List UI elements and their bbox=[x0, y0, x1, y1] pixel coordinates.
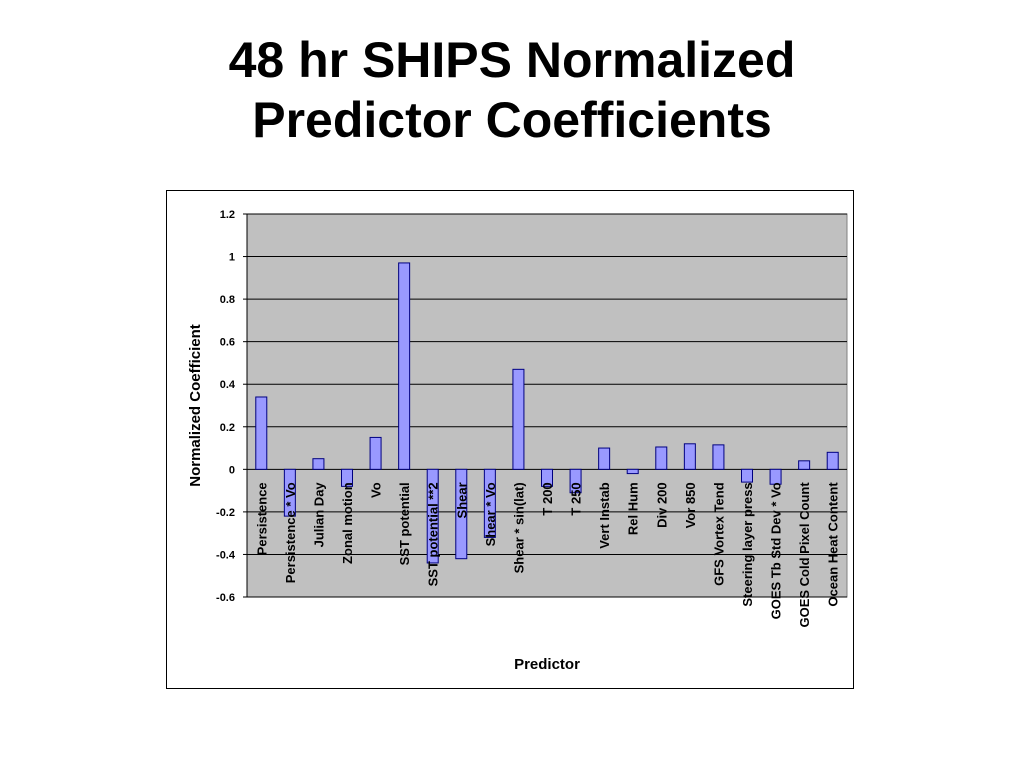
x-tick-label: Julian Day bbox=[311, 482, 326, 548]
bar-4 bbox=[341, 468, 353, 487]
bar-13 bbox=[598, 447, 611, 470]
x-tick-label: SST potential bbox=[397, 482, 412, 565]
x-tick-label: Steering layer press bbox=[740, 482, 755, 606]
y-tick-label: 0.6 bbox=[220, 337, 235, 349]
bar-3 bbox=[312, 458, 325, 470]
x-tick-label: Vo bbox=[369, 482, 384, 498]
x-tick-label: GOES Cold Pixel Count bbox=[797, 482, 812, 628]
x-tick-label: Persistence * Vo bbox=[283, 482, 298, 583]
bar-1 bbox=[255, 396, 268, 470]
x-tick-label: Persistence bbox=[254, 482, 269, 555]
y-tick-label: 0.2 bbox=[220, 422, 235, 434]
bar-11 bbox=[541, 468, 553, 487]
y-tick-label: -0.6 bbox=[216, 592, 235, 604]
x-tick-label: T 250 bbox=[569, 482, 584, 515]
x-tick-label: Vert Instab bbox=[597, 482, 612, 549]
x-tick-label: GOES Tb Std Dev * Vo bbox=[769, 482, 784, 619]
y-tick-label: 1 bbox=[229, 252, 235, 264]
bar-21 bbox=[826, 451, 839, 470]
bar-14 bbox=[626, 468, 639, 475]
y-tick-label: 0 bbox=[229, 464, 235, 476]
bar-17 bbox=[712, 444, 725, 470]
chart-frame: 1.2 1 0.8 0.6 0.4 0.2 0 -0.2 -0.4 -0.6 Persistence… bbox=[166, 190, 854, 689]
slide-title-line-2: Predictor Coefficients bbox=[252, 92, 772, 148]
x-tick-label: Shear * Vo bbox=[483, 482, 498, 546]
x-tick-label: Ocean Heat Content bbox=[826, 482, 841, 607]
x-tick-label: Vor 850 bbox=[683, 482, 698, 528]
bar-8 bbox=[455, 468, 468, 560]
x-tick-label: GFS Vortex Tend bbox=[711, 482, 726, 586]
slide-title-line-1: 48 hr SHIPS Normalized bbox=[228, 32, 796, 88]
y-axis-title: Normalized Coefficient bbox=[187, 324, 204, 487]
bar-6 bbox=[398, 262, 411, 470]
x-tick-label: Zonal motion bbox=[340, 482, 355, 564]
bar-5 bbox=[369, 436, 382, 470]
y-tick-label: -0.4 bbox=[216, 549, 236, 561]
x-tick-label: T 200 bbox=[540, 482, 555, 515]
bar-chart: 1.2 1 0.8 0.6 0.4 0.2 0 -0.2 -0.4 -0.6 Persistence… bbox=[187, 209, 848, 673]
y-tick-label: 1.2 bbox=[220, 209, 235, 221]
bar-9 bbox=[483, 468, 496, 538]
y-tick-label: 0.8 bbox=[220, 294, 235, 306]
x-tick-label: Shear bbox=[454, 482, 469, 518]
bar-18 bbox=[741, 468, 753, 483]
x-tick-label: Shear * sin(lat) bbox=[511, 482, 526, 573]
bar-16 bbox=[683, 443, 696, 470]
x-tick-label: Div 200 bbox=[654, 482, 669, 528]
bar-15 bbox=[655, 446, 668, 470]
y-tick-label: -0.2 bbox=[216, 507, 235, 519]
slide-title: 48 hr SHIPS Normalized Predictor Coeffic… bbox=[0, 30, 1024, 150]
y-tick-label: 0.4 bbox=[220, 379, 236, 391]
bar-7 bbox=[426, 468, 439, 564]
bar-12 bbox=[569, 468, 582, 494]
bar-20 bbox=[798, 460, 811, 470]
x-axis-title: Predictor bbox=[514, 656, 580, 673]
bar-19 bbox=[769, 468, 782, 485]
bar-2 bbox=[283, 468, 296, 517]
x-tick-label: Rel Hum bbox=[626, 482, 641, 535]
x-tick-label: SST potential **2 bbox=[426, 482, 441, 586]
bar-10 bbox=[512, 368, 525, 470]
plot-area bbox=[246, 213, 848, 598]
